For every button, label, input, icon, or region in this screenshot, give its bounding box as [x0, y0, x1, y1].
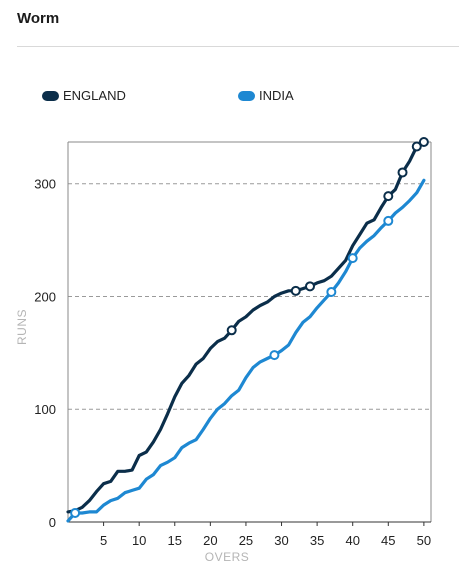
x-tick-label-20: 20	[203, 533, 217, 548]
wicket-marker-england-32	[290, 285, 301, 296]
x-tick-label-25: 25	[239, 533, 253, 548]
x-tick-label-50: 50	[417, 533, 431, 548]
legend-label-india: INDIA	[259, 88, 294, 103]
y-tick-label-200: 200	[34, 289, 56, 304]
grid-layer	[68, 183, 431, 410]
wicket-marker-england-45	[383, 191, 394, 202]
axis-layer: 0 100 200 300 5 10 15 20 25 30 35 40 45 50	[34, 141, 432, 548]
x-tick-label-30: 30	[274, 533, 288, 548]
wicket-marker-india-45	[383, 215, 394, 226]
x-tick-label-35: 35	[310, 533, 324, 548]
wicket-marker-india-37	[326, 286, 337, 297]
wicket-marker-india-29	[269, 350, 280, 361]
y-tick-label-0: 0	[49, 515, 56, 530]
series-layer	[66, 137, 429, 523]
y-tick-label-100: 100	[34, 402, 56, 417]
chart-title: Worm	[17, 10, 60, 27]
wicket-marker-india-1	[70, 507, 81, 518]
legend-item-england[interactable]: ENGLAND	[42, 88, 126, 103]
wicket-marker-england-47	[397, 167, 408, 178]
series-line-india	[66, 178, 426, 523]
wicket-marker-england-34	[305, 281, 315, 292]
legend-swatch-england	[42, 90, 59, 101]
x-tick-label-45: 45	[381, 533, 395, 548]
header-divider	[17, 46, 459, 47]
y-axis-title: RUNS	[15, 309, 29, 345]
y-tick-label-300: 300	[34, 177, 56, 192]
x-tick-label-10: 10	[132, 533, 146, 548]
x-tick-label-15: 15	[168, 533, 182, 548]
wicket-marker-england-23	[226, 325, 237, 336]
legend-item-india[interactable]: INDIA	[238, 88, 294, 103]
x-tick-label-40: 40	[345, 533, 359, 548]
legend-swatch-india	[238, 90, 255, 101]
wicket-marker-england-49	[411, 141, 422, 152]
x-axis-title: OVERS	[205, 550, 250, 564]
series-line-england	[66, 140, 426, 514]
wicket-marker-england-50	[418, 137, 429, 147]
legend-label-england: ENGLAND	[63, 88, 126, 103]
wicket-marker-india-40	[347, 253, 358, 264]
x-tick-label-5: 5	[100, 533, 107, 548]
